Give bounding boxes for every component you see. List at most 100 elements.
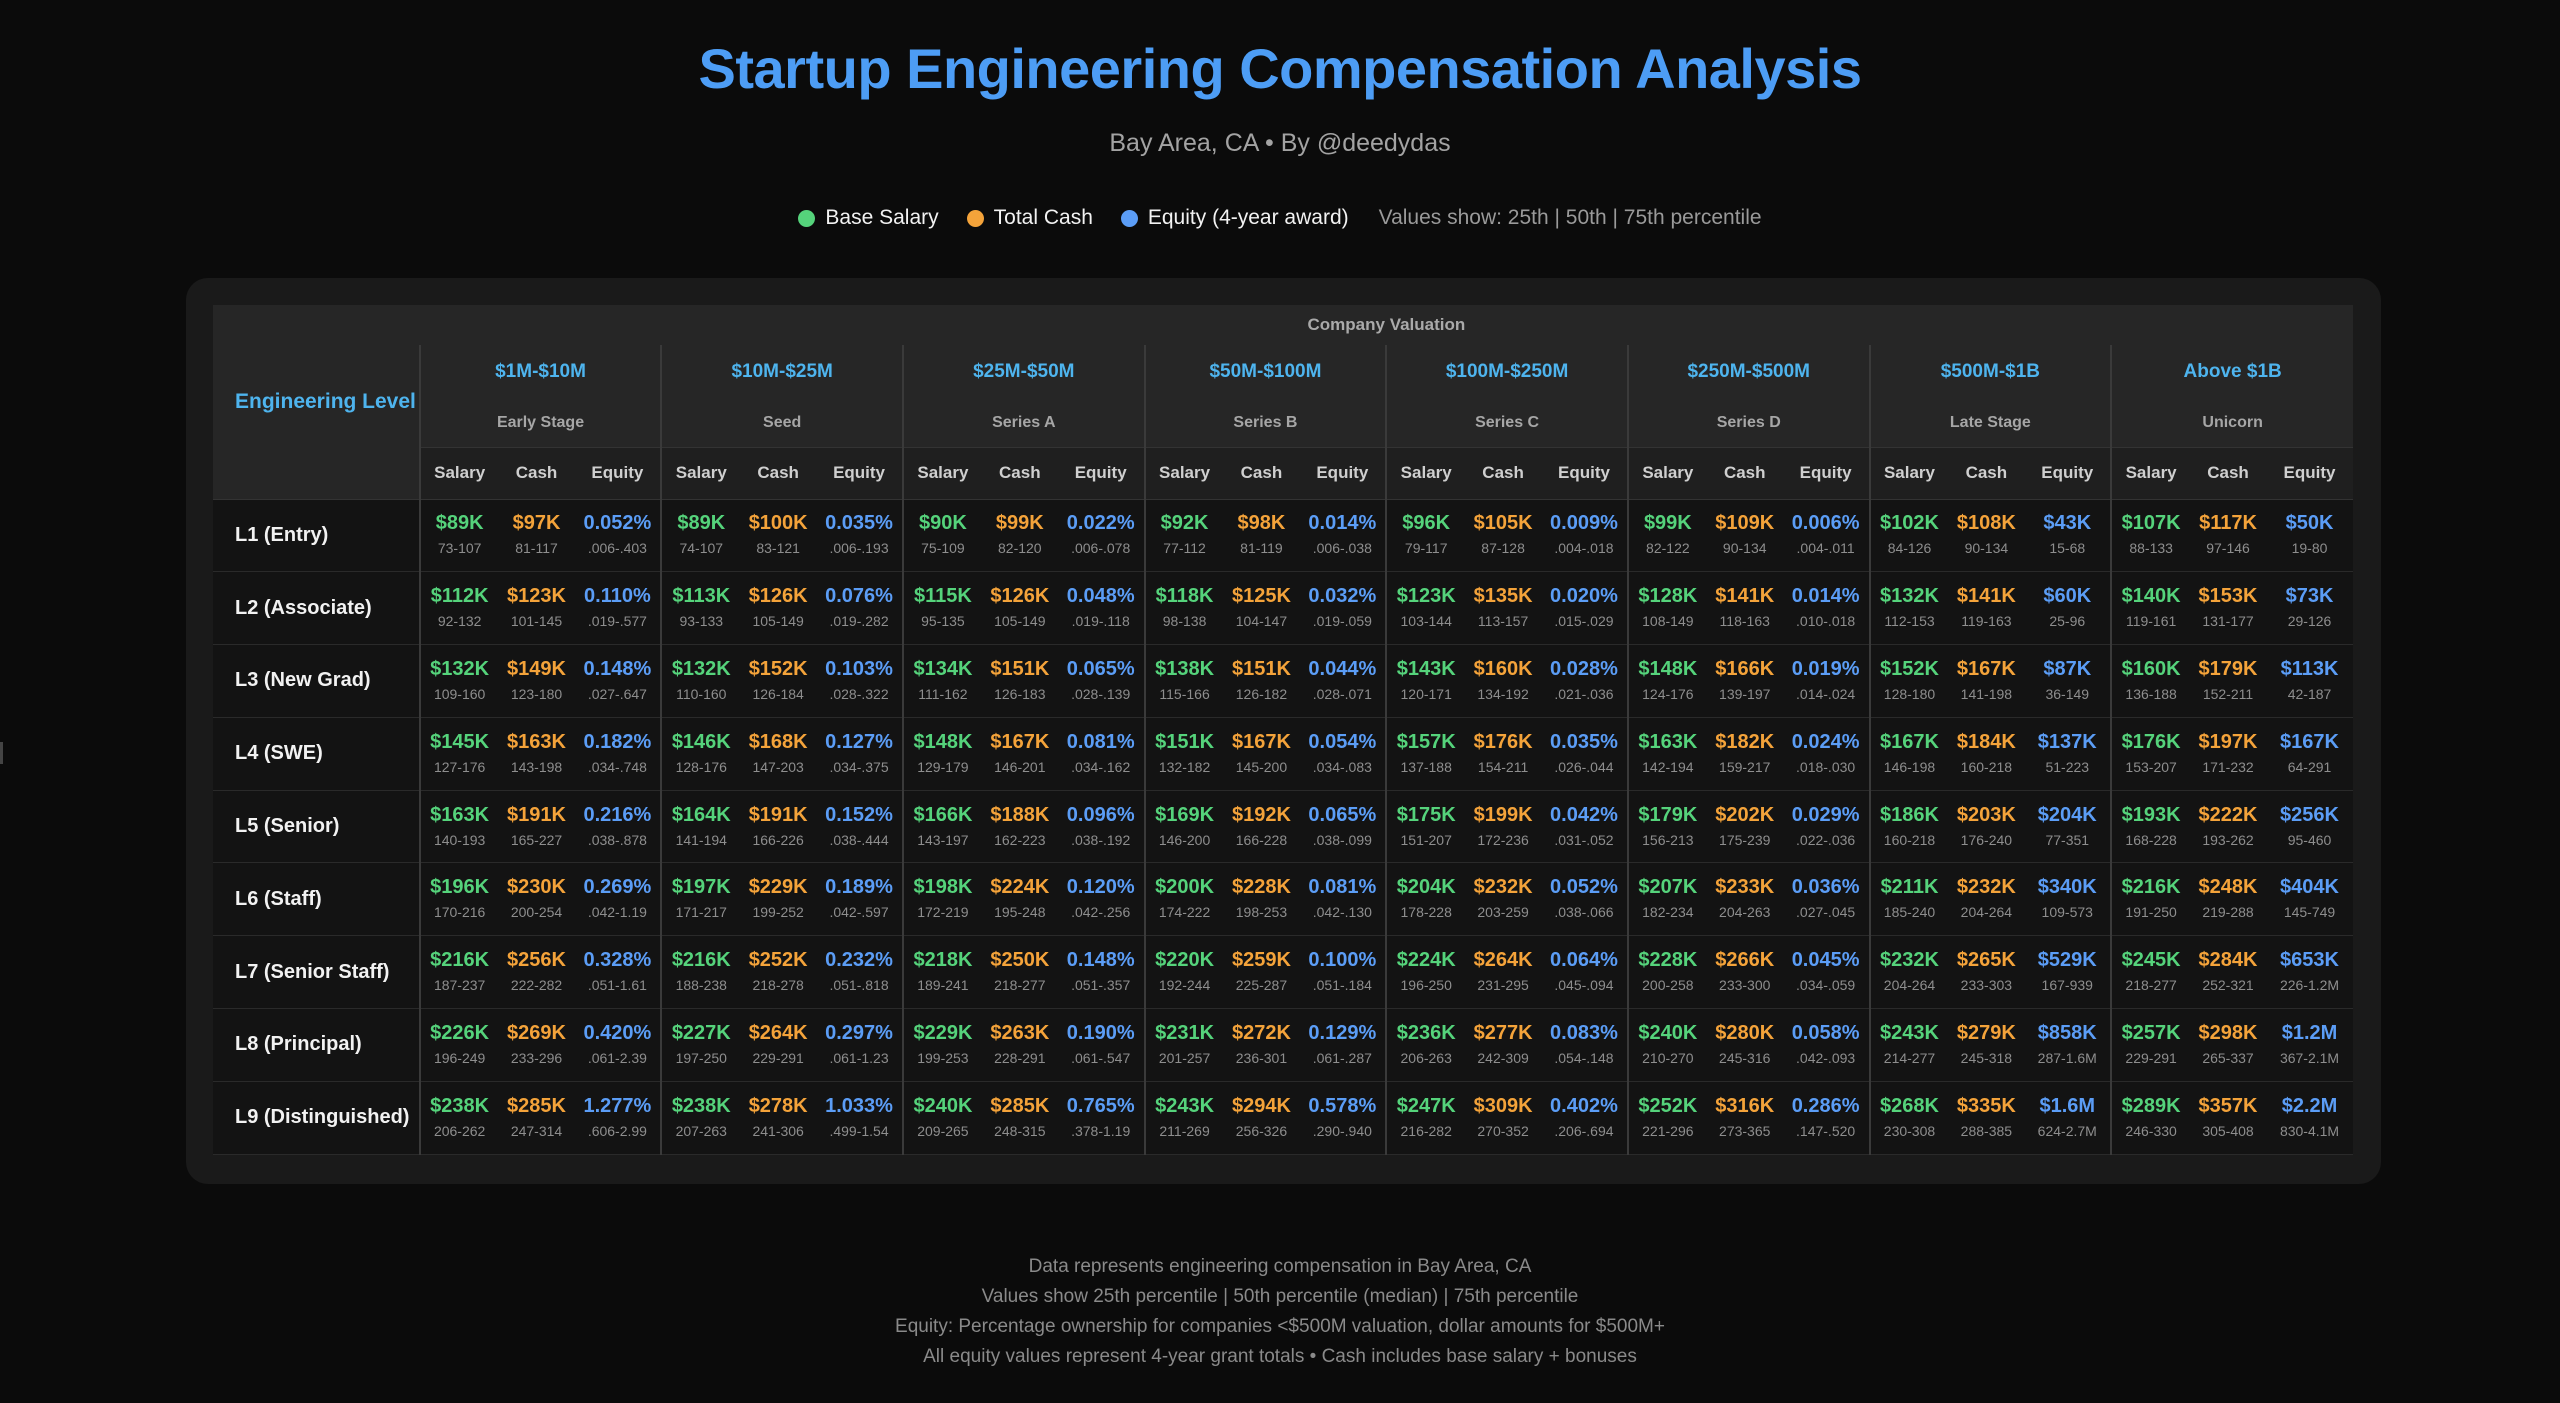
salary-percentile-range: 132-182	[1158, 758, 1211, 775]
cash-cell: $167K 145-200	[1223, 717, 1300, 791]
salary-percentile-range: 172-219	[917, 904, 969, 921]
salary-cell: $240K 209-265	[901, 1081, 982, 1155]
equity-cell: $858K 287-1.6M	[2024, 1008, 2112, 1082]
cash-percentile-range: 81-119	[1240, 540, 1283, 557]
legend-label: Total Cash	[993, 206, 1093, 229]
equity-median-value: $340K	[2037, 876, 2097, 899]
header-row-ranges: $1M-$10M $10M-$25M $25M-$50M $50M-$100M $100…	[213, 345, 2354, 399]
cash-percentile-range: 118-163	[1719, 613, 1770, 630]
cash-percentile-range: 104-147	[1235, 613, 1288, 630]
cash-percentile-range: 193-262	[2202, 831, 2254, 848]
salary-median-value: $164K	[671, 803, 731, 826]
equity-cell: $404K 145-749	[2265, 862, 2354, 937]
equity-percentile-range: .018-.030	[1796, 758, 1856, 775]
salary-percentile-range: 191-250	[2125, 904, 2177, 921]
salary-percentile-range: 170-216	[433, 904, 486, 921]
salary-percentile-range: 230-308	[1883, 1122, 1936, 1139]
salary-median-value: $148K	[1638, 657, 1698, 680]
equity-cell: $1.2M 367-2.1M	[2265, 1008, 2354, 1082]
equity-cell: 0.100% .051-.184	[1299, 935, 1387, 1010]
salary-percentile-range: 210-270	[1642, 1049, 1694, 1066]
salary-cell: $102K 84-126	[1868, 499, 1949, 573]
cash-median-value: $228K	[1231, 876, 1291, 899]
equity-cell: 0.029% .022-.036	[1782, 790, 1870, 864]
salary-percentile-range: 115-166	[1159, 685, 1210, 702]
equity-percentile-range: .034-.375	[829, 758, 889, 775]
cash-cell: $141K 119-163	[1948, 571, 2025, 646]
table-row: L5 (Senior) $163K 140-193 $191K 165-227 0.216…	[213, 790, 2354, 864]
equity-cell: $113K 42-187	[2265, 644, 2354, 718]
footer-line: All equity values represent 4-year grant…	[923, 1346, 1637, 1367]
salary-median-value: $140K	[2121, 585, 2181, 608]
cash-median-value: $98K	[1237, 512, 1286, 535]
metric-header: Equity	[816, 446, 903, 500]
salary-median-value: $132K	[430, 657, 490, 680]
cash-percentile-range: 143-198	[510, 758, 563, 775]
salary-percentile-range: 141-194	[675, 831, 727, 848]
cash-cell: $222K 193-262	[2190, 790, 2266, 864]
equity-cell: 0.036% .027-.045	[1782, 862, 1870, 937]
salary-cell: $211K 185-240	[1868, 862, 1949, 937]
cash-median-value: $117K	[2199, 512, 2257, 535]
equity-percentile-range: .010-.018	[1796, 613, 1856, 630]
equity-median-value: $167K	[2280, 730, 2339, 753]
salary-median-value: $90K	[919, 512, 967, 535]
cash-cell: $153K 131-177	[2190, 571, 2266, 646]
equity-median-value: 0.081%	[1066, 730, 1135, 753]
equity-cell: 0.035% .026-.044	[1541, 717, 1628, 791]
equity-median-value: 0.083%	[1550, 1021, 1618, 1044]
engineering-level-label: L1 (Entry)	[213, 499, 420, 573]
metric-header: Equity	[1299, 446, 1387, 500]
equity-cell: 0.014% .006-.038	[1299, 499, 1387, 573]
salary-percentile-range: 209-265	[917, 1122, 969, 1139]
cash-cell: $117K 97-146	[2190, 499, 2266, 573]
cash-percentile-range: 147-203	[752, 758, 804, 775]
cash-median-value: $197K	[2198, 730, 2258, 753]
cash-median-value: $176K	[1473, 730, 1533, 753]
equity-percentile-range: .038-.878	[587, 831, 647, 848]
salary-cell: $107K 88-133	[2110, 499, 2191, 573]
equity-percentile-range: .028-.071	[1312, 685, 1372, 702]
salary-cell: $231K 201-257	[1143, 1008, 1224, 1082]
equity-median-value: 0.014%	[1308, 512, 1377, 535]
cash-cell: $259K 225-287	[1223, 935, 1300, 1010]
cash-median-value: $179K	[2198, 657, 2258, 680]
equity-percentile-range: 36-149	[2045, 685, 2090, 702]
equity-cell: 0.083% .054-.148	[1541, 1008, 1628, 1082]
equity-cell: $340K 109-573	[2024, 862, 2112, 937]
cash-cell: $149K 123-180	[498, 644, 575, 718]
cash-cell: $123K 101-145	[498, 571, 575, 646]
engineering-level-label: L4 (SWE)	[213, 717, 420, 791]
equity-cell: 0.110% .019-.577	[574, 571, 662, 646]
cash-cell: $188K 162-223	[981, 790, 1058, 864]
salary-median-value: $132K	[1880, 585, 1939, 608]
cash-median-value: $126K	[748, 585, 808, 608]
cash-cell: $277K 242-309	[1465, 1008, 1542, 1082]
salary-median-value: $236K	[1396, 1021, 1456, 1044]
cash-cell: $280K 245-316	[1706, 1008, 1783, 1082]
salary-median-value: $226K	[430, 1021, 490, 1044]
metric-header: Salary	[901, 446, 982, 500]
cash-percentile-range: 159-217	[1719, 758, 1771, 775]
salary-cell: $238K 206-262	[418, 1081, 499, 1155]
cash-cell: $285K 247-314	[498, 1081, 575, 1155]
equity-median-value: 0.035%	[1550, 730, 1618, 753]
cash-percentile-range: 203-259	[1477, 904, 1529, 921]
equity-cell: 0.045% .034-.059	[1782, 935, 1870, 1010]
salary-cell: $132K 109-160	[418, 644, 499, 718]
cash-median-value: $285K	[507, 1094, 566, 1117]
equity-median-value: 0.024%	[1791, 730, 1860, 753]
equity-median-value: 0.044%	[1308, 657, 1377, 680]
cash-median-value: $149K	[507, 657, 566, 680]
cash-percentile-range: 87-128	[1481, 540, 1525, 557]
salary-median-value: $163K	[430, 803, 490, 826]
cash-median-value: $100K	[748, 512, 808, 535]
salary-median-value: $257K	[2121, 1021, 2181, 1044]
salary-median-value: $216K	[2121, 876, 2181, 899]
equity-cell: 0.286% .147-.520	[1782, 1081, 1870, 1155]
salary-percentile-range: 84-126	[1887, 540, 1932, 557]
funding-stage-header: Series C	[1385, 399, 1628, 447]
salary-cell: $166K 143-197	[901, 790, 982, 864]
equity-cell: $137K 51-223	[2024, 717, 2112, 791]
cash-cell: $100K 83-121	[740, 499, 817, 573]
